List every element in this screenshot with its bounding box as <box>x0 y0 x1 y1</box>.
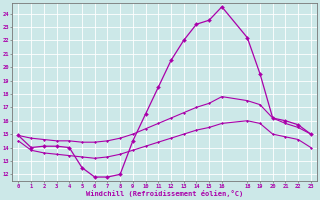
X-axis label: Windchill (Refroidissement éolien,°C): Windchill (Refroidissement éolien,°C) <box>86 190 243 197</box>
